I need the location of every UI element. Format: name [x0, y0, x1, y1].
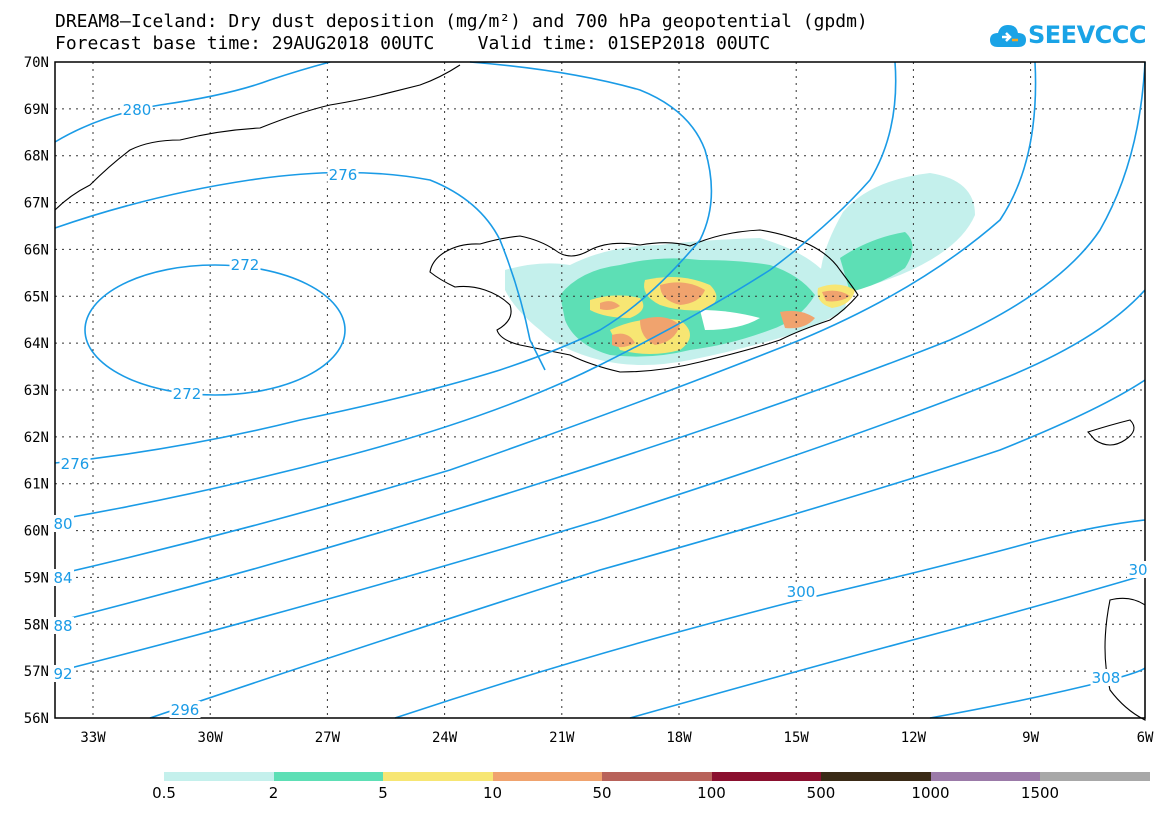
lat-tick-label: 57N	[24, 664, 49, 680]
lat-tick-label: 64N	[24, 336, 49, 352]
contour-label-bg	[229, 256, 261, 273]
lat-tick-label: 66N	[24, 242, 49, 258]
colorbar-segment	[164, 772, 274, 781]
colorbar-label: 10	[482, 784, 503, 802]
contour-label: 30	[1128, 561, 1147, 579]
lon-tick-label: 15W	[784, 730, 810, 746]
lon-tick-label: 24W	[432, 730, 458, 746]
colorbar-label: 0.5	[152, 784, 176, 802]
lat-tick-label: 68N	[24, 149, 49, 165]
contour-label-bg	[52, 515, 74, 532]
lat-tick-label: 59N	[24, 570, 49, 586]
dust-deposition-fields	[505, 173, 975, 365]
contour-labels: 280 276 272 272 276 80 84 88 92 296 300 30 308	[52, 101, 1149, 719]
colorbar-label: 2	[268, 784, 279, 802]
contour-label-bg	[121, 101, 153, 118]
cloud-icon	[990, 25, 1026, 47]
seevccc-logo: SEEVCCC	[990, 17, 1147, 59]
lat-tick-label: 61N	[24, 477, 49, 493]
lon-tick-label: 12W	[901, 730, 927, 746]
geopotential-contours	[54, 61, 1146, 719]
coastline	[54, 64, 1146, 721]
lat-tick-label: 56N	[24, 711, 49, 727]
contour-label-bg	[1090, 669, 1122, 686]
contour-label: 272	[231, 256, 260, 274]
lat-lon-grid	[55, 62, 1145, 718]
contour-label: 84	[53, 569, 72, 587]
lat-tick-label: 60N	[24, 524, 49, 540]
lon-tick-label: 27W	[315, 730, 341, 746]
contour-label: 276	[61, 455, 90, 473]
colorbar-label: 500	[806, 784, 836, 802]
contour-label: 300	[787, 583, 816, 601]
map-title: DREAM8–Iceland: Dry dust deposition (mg/…	[55, 11, 868, 32]
colorbar-label: 1500	[1020, 784, 1060, 802]
colorbar-segment	[1040, 772, 1150, 781]
contour-label: 280	[123, 101, 152, 119]
lon-tick-label: 6W	[1137, 730, 1154, 746]
colorbar-label: 1000	[911, 784, 950, 802]
contour-label: 80	[53, 515, 72, 533]
contour-label: 296	[171, 701, 200, 719]
colorbar-segment	[821, 772, 931, 781]
lon-tick-label: 9W	[1022, 730, 1039, 746]
colorbar-segment	[273, 772, 383, 781]
contour-label: 88	[53, 617, 72, 635]
lon-tick-label: 18W	[666, 730, 692, 746]
lat-tick-label: 63N	[24, 383, 49, 399]
forecast-times: Forecast base time: 29AUG2018 00UTC Vali…	[55, 33, 771, 54]
lat-tick-label: 69N	[24, 102, 49, 118]
colorbar-segment	[602, 772, 712, 781]
axis-labels: 70N 69N 68N 67N 66N 65N 64N 63N 62N 61N 60N 59N 58N 5…	[24, 55, 1154, 746]
lon-tick-label: 21W	[549, 730, 575, 746]
colorbar-segment	[492, 772, 602, 781]
lat-tick-label: 67N	[24, 196, 49, 212]
logo-text: SEEVCCC	[1028, 21, 1147, 49]
contour-label: 308	[1092, 669, 1121, 687]
contour-label-bg	[169, 701, 201, 718]
contour-label: 276	[329, 166, 358, 184]
lat-tick-label: 70N	[24, 55, 49, 71]
colorbar-segment	[930, 772, 1040, 781]
contour-label-bg	[1127, 561, 1149, 578]
contour-label: 92	[53, 665, 72, 683]
lat-tick-label: 62N	[24, 430, 49, 446]
contour-label-bg	[52, 617, 74, 634]
colorbar-label: 5	[378, 784, 388, 802]
colorbar-label: 100	[697, 784, 726, 802]
colorbar-label: 50	[592, 784, 612, 802]
lat-tick-label: 65N	[24, 289, 49, 305]
contour-label-bg	[52, 569, 74, 586]
map-frame	[54, 61, 1146, 719]
lat-tick-label: 58N	[24, 617, 49, 633]
contour-label-bg	[171, 385, 203, 402]
colorbar-segment	[383, 772, 493, 781]
contour-label: 272	[173, 385, 202, 403]
contour-label-bg	[785, 583, 817, 600]
contour-label-bg	[59, 455, 91, 472]
lon-tick-label: 30W	[198, 730, 224, 746]
colorbar-segment	[711, 772, 821, 781]
contour-label-bg	[327, 166, 359, 183]
lon-tick-label: 33W	[80, 730, 106, 746]
contour-label-bg	[52, 665, 74, 682]
